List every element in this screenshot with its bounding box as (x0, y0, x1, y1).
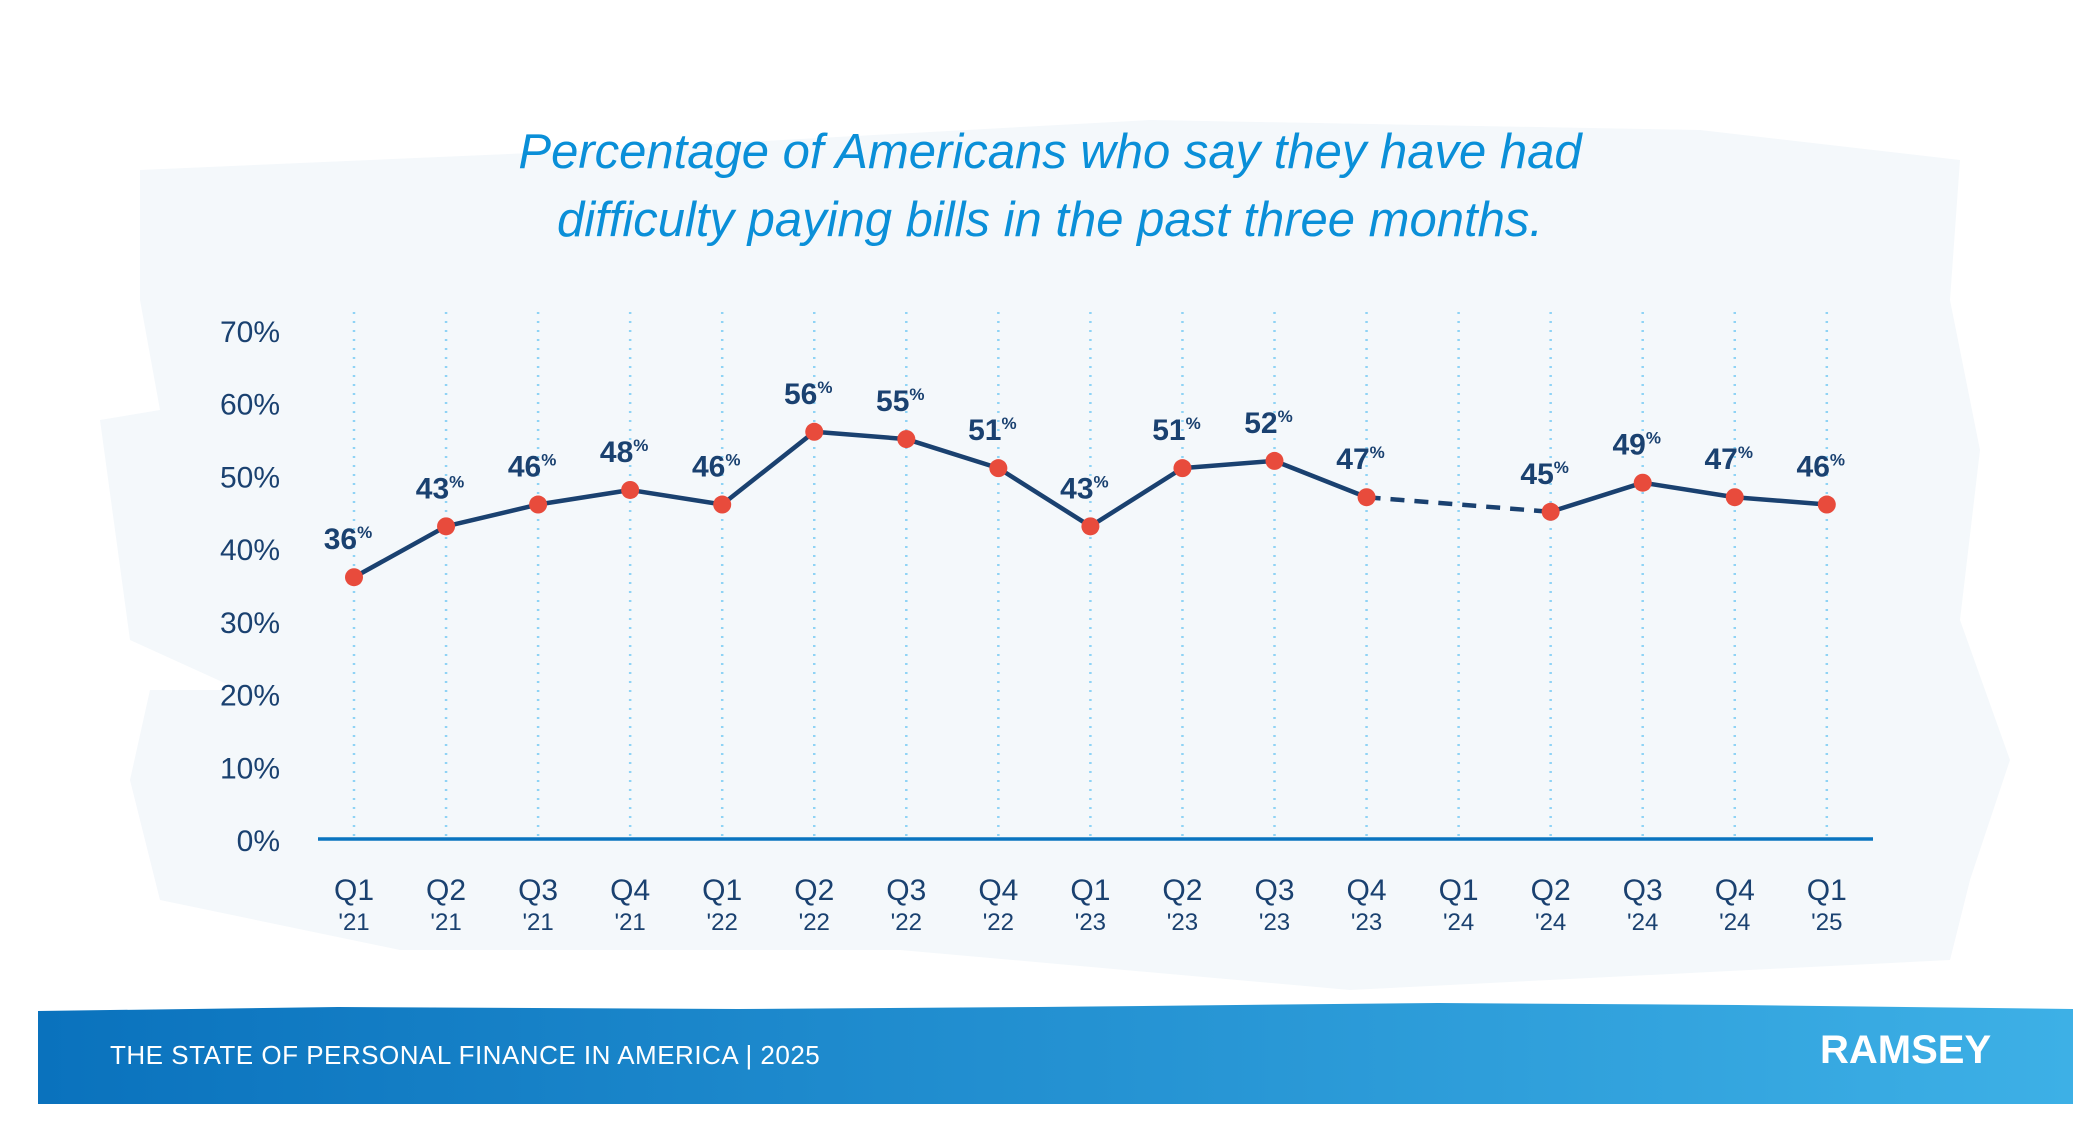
data-point (1357, 488, 1376, 507)
y-tick-label: 30% (220, 607, 280, 640)
x-tick-label: Q3 (1623, 874, 1663, 907)
x-tick-label: Q2 (1162, 874, 1202, 907)
x-tick-year: '24 (1443, 909, 1474, 936)
line-segment (627, 487, 725, 507)
x-tick-year: '23 (1259, 909, 1290, 936)
data-label: 56% (784, 378, 833, 411)
data-label: 49% (1612, 429, 1661, 462)
line-segment (812, 429, 909, 442)
chart-title: Percentage of Americans who say they hav… (0, 118, 2100, 254)
y-tick-label: 70% (220, 316, 280, 349)
footer-text: THE STATE OF PERSONAL FINANCE IN AMERICA… (110, 1040, 821, 1070)
x-tick-label: Q4 (610, 874, 650, 907)
data-label: 47% (1336, 443, 1385, 476)
data-label: 46% (1797, 451, 1846, 484)
data-label: 55% (876, 385, 925, 418)
x-tick-label: Q3 (518, 874, 558, 907)
data-point (529, 495, 548, 514)
x-tick-year: '24 (1627, 909, 1658, 936)
x-tick-year: '23 (1075, 909, 1106, 936)
data-label: 47% (1705, 443, 1754, 476)
data-point (345, 568, 363, 587)
line-segment (904, 436, 1001, 471)
data-label: 45% (1520, 458, 1569, 491)
footer-banner (38, 1003, 2073, 1104)
x-tick-label: Q1 (1807, 874, 1847, 907)
data-point (1725, 488, 1744, 507)
data-point (897, 430, 916, 449)
x-tick-year: '21 (522, 909, 553, 936)
x-tick-year: '24 (1719, 909, 1750, 936)
x-tick-year: '21 (338, 909, 369, 936)
x-tick-year: '23 (1351, 909, 1382, 936)
data-label: 52% (1244, 407, 1293, 440)
line-segment (1640, 480, 1737, 500)
x-tick-label: Q2 (426, 874, 466, 907)
ramsey-logo: RAMSEY (1820, 1028, 1992, 1072)
data-point (1173, 459, 1192, 478)
y-tick-label: 10% (220, 752, 280, 785)
line-segment (1548, 480, 1645, 515)
data-label: 51% (1152, 414, 1201, 447)
data-point (805, 422, 824, 441)
x-tick-label: Q2 (1531, 874, 1571, 907)
line-segment (351, 524, 449, 580)
x-tick-label: Q1 (1070, 874, 1110, 907)
x-tick-year: '23 (1167, 909, 1198, 936)
y-tick-label: 20% (220, 680, 280, 713)
y-tick-label: 60% (220, 389, 280, 422)
data-point (1817, 495, 1836, 514)
y-tick-label: 0% (237, 825, 280, 858)
title-line-1: Percentage of Americans who say they hav… (518, 125, 1582, 179)
x-tick-year: '22 (983, 909, 1014, 936)
line-segment (719, 429, 817, 507)
x-tick-label: Q4 (1347, 874, 1387, 907)
data-label: 46% (692, 451, 741, 484)
x-tick-year: '24 (1535, 909, 1566, 936)
x-tick-label: Q3 (886, 874, 926, 907)
data-point (713, 495, 732, 514)
line-segment (535, 487, 633, 507)
x-tick-year: '25 (1811, 909, 1842, 936)
y-tick-label: 50% (220, 461, 280, 494)
x-tick-label: Q1 (702, 874, 742, 907)
data-point (989, 459, 1008, 478)
data-point (1081, 517, 1100, 536)
data-label: 43% (416, 472, 465, 505)
line-segment (1088, 465, 1185, 529)
x-tick-label: Q4 (1715, 874, 1755, 907)
x-tick-label: Q1 (334, 874, 374, 907)
x-tick-label: Q2 (794, 874, 834, 907)
data-point (1541, 502, 1560, 521)
title-line-2: difficulty paying bills in the past thre… (557, 193, 1543, 247)
data-label: 36% (324, 523, 373, 556)
data-label: 48% (600, 436, 649, 469)
line-segment (1732, 494, 1830, 507)
line-segment (443, 502, 541, 529)
x-tick-year: '21 (615, 909, 646, 936)
line-segment (996, 465, 1093, 529)
y-tick-label: 40% (220, 534, 280, 567)
data-point (1265, 451, 1284, 470)
x-tick-label: Q1 (1439, 874, 1479, 907)
dashed-gap-segment (1366, 494, 1551, 515)
line-segment (1272, 458, 1369, 500)
x-tick-year: '22 (707, 909, 738, 936)
data-point (621, 480, 640, 499)
data-label: 51% (968, 414, 1017, 447)
line-segment (1180, 458, 1277, 471)
x-tick-year: '22 (799, 909, 830, 936)
data-point (1633, 473, 1652, 492)
data-point (437, 517, 456, 536)
data-label: 43% (1060, 472, 1109, 505)
x-tick-year: '21 (430, 909, 461, 936)
data-label: 46% (508, 451, 557, 484)
x-tick-year: '22 (891, 909, 922, 936)
x-tick-label: Q4 (978, 874, 1018, 907)
x-tick-label: Q3 (1254, 874, 1294, 907)
